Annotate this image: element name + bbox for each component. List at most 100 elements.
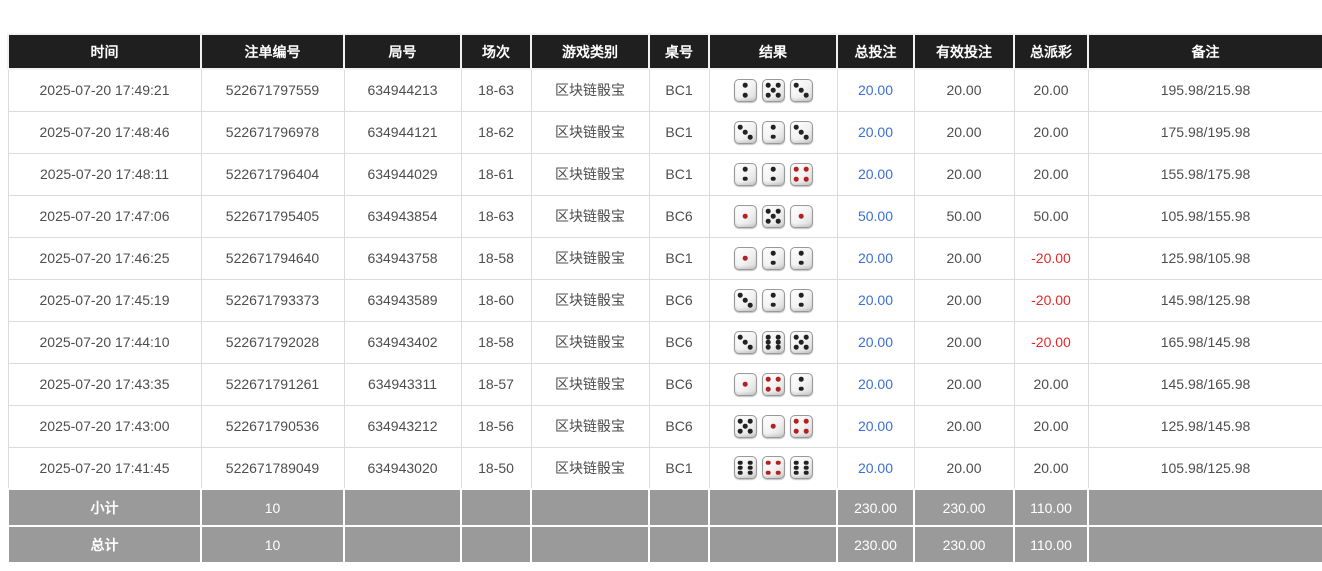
subtotal-total-bet: 230.00 [836, 488, 915, 527]
die-dot [747, 428, 753, 434]
total-bet-link[interactable]: 20.00 [857, 459, 894, 476]
cell-time: 2025-07-20 17:47:06 [7, 194, 202, 238]
cell-session: 18-62 [460, 110, 532, 154]
die-dot [770, 423, 776, 429]
cell-payout: 20.00 [1013, 152, 1089, 196]
cell-session: 18-60 [460, 278, 532, 322]
die-dot [765, 344, 771, 350]
die-dot [742, 423, 748, 429]
cell-result [708, 320, 838, 364]
die-face-2 [761, 120, 785, 144]
cell-remark: 105.98/125.98 [1087, 446, 1322, 490]
die-dot [742, 339, 748, 345]
die-dot [765, 470, 771, 476]
die-face-1 [733, 204, 757, 228]
payout-value: 20.00 [1033, 166, 1069, 182]
cell-total-bet: 50.00 [836, 194, 915, 238]
die-dot [793, 334, 799, 340]
die-dot [742, 381, 748, 387]
die-dot [747, 460, 753, 465]
cell-time: 2025-07-20 17:41:45 [7, 446, 202, 490]
dice-result [714, 288, 833, 312]
column-header: 场次 [460, 33, 532, 70]
cell-table-no: BC1 [648, 152, 710, 196]
table-row: 2025-07-20 17:45:19 522671793373 634943589… [7, 278, 1322, 322]
empty-cell [460, 525, 532, 564]
cell-round: 634944121 [343, 110, 462, 154]
dice-result [714, 372, 833, 396]
total-bet-link[interactable]: 20.00 [857, 166, 894, 182]
cell-total-bet: 20.00 [836, 278, 915, 322]
cell-result [708, 152, 838, 196]
die-face-2 [733, 162, 757, 186]
cell-session: 18-63 [460, 194, 532, 238]
cell-table-no: BC6 [648, 278, 710, 322]
cell-result [708, 194, 838, 238]
total-bet-link[interactable]: 20.00 [857, 418, 894, 434]
column-header: 局号 [343, 33, 462, 70]
cell-round: 634944029 [343, 152, 462, 196]
die-dot [803, 166, 809, 172]
die-face-3 [733, 120, 757, 144]
die-dot [737, 470, 743, 476]
die-dot [803, 418, 809, 424]
die-dot [737, 334, 743, 340]
dice-result [714, 330, 833, 354]
cell-bet-id: 522671793373 [200, 278, 345, 322]
total-bet-link[interactable]: 20.00 [857, 124, 894, 140]
cell-payout: -20.00 [1013, 320, 1089, 364]
die-dot [770, 292, 776, 298]
total-bet-link[interactable]: 20.00 [857, 82, 894, 99]
die-dot [775, 460, 781, 465]
table-row: 2025-07-20 17:46:25 522671794640 634943758… [7, 236, 1322, 280]
cell-bet-id: 522671794640 [200, 236, 345, 280]
die-dot [793, 418, 799, 424]
dice-result [714, 120, 833, 144]
cell-valid-bet: 20.00 [913, 404, 1015, 448]
die-dot [737, 292, 743, 298]
die-dot [765, 386, 771, 392]
die-dot [765, 376, 771, 382]
total-bet-link[interactable]: 20.00 [857, 376, 894, 392]
die-face-2 [733, 78, 757, 102]
cell-total-bet: 20.00 [836, 68, 915, 112]
cell-bet-id: 522671797559 [200, 68, 345, 112]
die-face-1 [761, 414, 785, 438]
empty-cell [708, 525, 838, 564]
cell-round: 634943589 [343, 278, 462, 322]
total-bet-link[interactable]: 50.00 [857, 208, 894, 224]
subtotal-count: 10 [200, 488, 345, 527]
die-dot [775, 218, 781, 224]
total-bet-link[interactable]: 20.00 [857, 292, 894, 308]
die-dot [742, 297, 748, 303]
die-dot [765, 339, 771, 345]
cell-bet-id: 522671791261 [200, 362, 345, 406]
cell-payout: 20.00 [1013, 446, 1089, 490]
cell-round: 634943311 [343, 362, 462, 406]
die-dot [737, 124, 743, 130]
cell-total-bet: 20.00 [836, 152, 915, 196]
cell-result [708, 446, 838, 490]
empty-cell [1087, 525, 1322, 564]
payout-value: -20.00 [1031, 292, 1071, 308]
cell-valid-bet: 20.00 [913, 110, 1015, 154]
empty-cell [648, 525, 710, 564]
cell-valid-bet: 20.00 [913, 236, 1015, 280]
total-bet-link[interactable]: 20.00 [857, 250, 894, 266]
cell-table-no: BC1 [648, 236, 710, 280]
subtotal-payout: 110.00 [1013, 488, 1089, 527]
die-face-2 [789, 372, 813, 396]
grand-total-row: 总计 10 230.00 230.00 110.00 [7, 525, 1322, 564]
cell-remark: 195.98/215.98 [1087, 68, 1322, 112]
total-bet-link[interactable]: 20.00 [857, 334, 894, 350]
cell-round: 634943020 [343, 446, 462, 490]
cell-game-type: 区块链骰宝 [530, 236, 650, 280]
table-row: 2025-07-20 17:43:35 522671791261 634943311… [7, 362, 1322, 406]
cell-remark: 125.98/145.98 [1087, 404, 1322, 448]
die-face-4 [761, 456, 785, 480]
die-face-3 [789, 120, 813, 144]
die-dot [775, 344, 781, 350]
cell-time: 2025-07-20 17:49:21 [7, 68, 202, 112]
payout-value: 20.00 [1033, 459, 1069, 476]
empty-cell [530, 488, 650, 527]
